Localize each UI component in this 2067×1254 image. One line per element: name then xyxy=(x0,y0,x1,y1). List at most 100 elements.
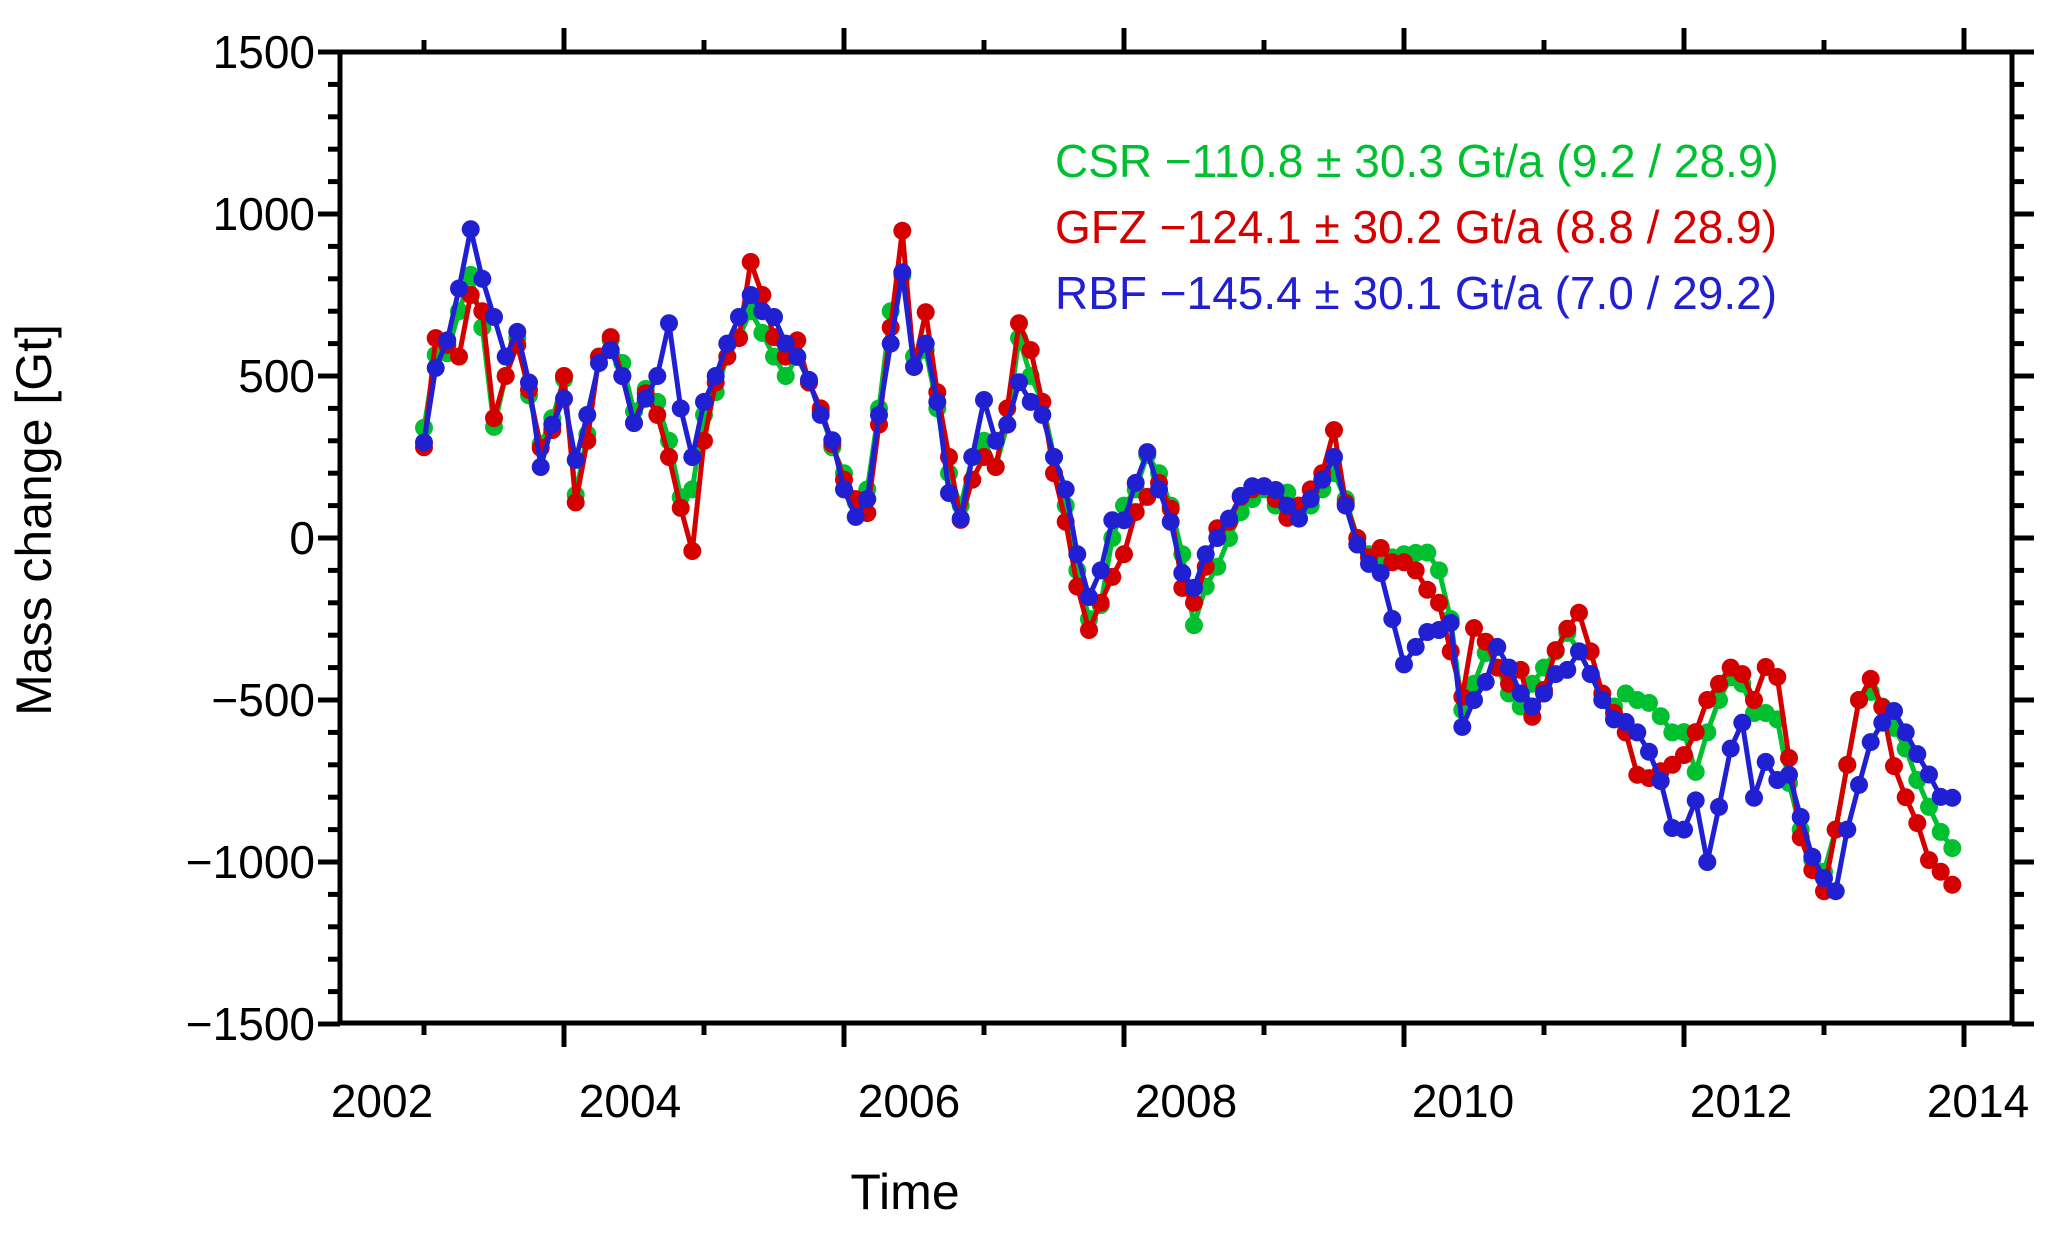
tick-labels: 2002 2004 2006 2008 2010 2012 2014 1500 1000 500 0… xyxy=(186,26,2029,1127)
data-point-rbf xyxy=(1756,752,1775,771)
y-tick-label: 0 xyxy=(289,512,315,564)
data-point-rbf xyxy=(1021,392,1040,411)
data-point-rbf xyxy=(986,431,1005,450)
data-point-rbf xyxy=(1943,788,1962,807)
data-point-rbf xyxy=(893,263,912,282)
data-point-gfz xyxy=(1325,421,1343,440)
data-point-gfz xyxy=(1371,539,1390,557)
data-point-rbf xyxy=(1325,448,1343,466)
data-point-rbf xyxy=(1045,448,1063,466)
data-point-rbf xyxy=(485,308,503,326)
data-point-rbf xyxy=(1570,642,1588,661)
data-point-rbf xyxy=(636,389,655,408)
data-point-csr xyxy=(1943,839,1962,858)
data-point-rbf xyxy=(1873,713,1892,732)
data-point-gfz xyxy=(893,221,912,240)
data-point-rbf xyxy=(1371,564,1390,582)
data-point-rbf xyxy=(1920,765,1938,784)
data-point-rbf xyxy=(1651,772,1670,790)
data-point-gfz xyxy=(1418,580,1437,599)
data-point-rbf xyxy=(881,334,900,353)
data-point-gfz xyxy=(1896,788,1915,807)
data-point-rbf xyxy=(1686,791,1705,810)
data-point-gfz xyxy=(1931,862,1950,881)
series-line-rbf xyxy=(421,226,1953,894)
data-point-csr xyxy=(1931,822,1950,841)
data-point-rbf xyxy=(800,370,818,389)
data-point-rbf xyxy=(1558,660,1577,679)
data-point-rbf xyxy=(520,373,538,392)
data-point-rbf xyxy=(1406,637,1425,656)
data-point-gfz xyxy=(683,542,702,560)
data-point-rbf xyxy=(1640,742,1658,761)
y-tick-label: 1500 xyxy=(213,26,315,78)
data-point-rbf xyxy=(776,334,795,353)
x-tick-label: 2010 xyxy=(1412,1075,1514,1127)
data-point-rbf xyxy=(963,448,982,466)
data-point-csr xyxy=(776,367,795,385)
data-point-rbf xyxy=(1010,373,1028,392)
data-point-gfz xyxy=(1885,757,1903,776)
data-point-rbf xyxy=(765,308,783,326)
data-point-gfz xyxy=(1546,641,1565,660)
data-point-rbf xyxy=(1826,882,1845,901)
data-point-rbf xyxy=(450,279,468,298)
x-tick-label: 2014 xyxy=(1927,1075,2029,1127)
data-point-gfz xyxy=(1675,746,1693,765)
data-point-gfz xyxy=(450,347,468,366)
data-point-gfz xyxy=(1558,619,1577,638)
series-rbf xyxy=(415,220,1962,901)
data-point-rbf xyxy=(496,347,515,366)
data-point-csr xyxy=(1430,561,1448,580)
data-point-gfz xyxy=(1465,619,1483,638)
data-point-rbf xyxy=(1791,808,1810,826)
data-point-csr xyxy=(1185,616,1203,635)
data-point-rbf xyxy=(1838,820,1857,839)
data-point-rbf xyxy=(741,286,760,304)
x-tick-label: 2012 xyxy=(1690,1075,1792,1127)
data-point-rbf xyxy=(625,414,643,432)
data-point-rbf xyxy=(1056,480,1075,499)
data-point-gfz xyxy=(660,448,678,466)
data-point-rbf xyxy=(1278,496,1297,515)
data-point-rbf xyxy=(823,431,842,450)
data-point-gfz xyxy=(1850,691,1868,709)
data-point-rbf xyxy=(613,367,632,385)
data-point-rbf xyxy=(1721,739,1740,758)
data-point-rbf xyxy=(531,458,550,476)
data-point-gfz xyxy=(485,409,503,428)
data-point-rbf xyxy=(1266,481,1285,499)
data-point-rbf xyxy=(1476,672,1495,691)
data-point-rbf xyxy=(1138,443,1157,462)
data-point-gfz xyxy=(566,493,585,512)
data-point-rbf xyxy=(1850,775,1868,794)
data-point-rbf xyxy=(1488,637,1507,656)
y-tick-label: −500 xyxy=(211,674,315,726)
data-point-gfz xyxy=(1686,723,1705,742)
data-point-rbf xyxy=(1593,691,1612,709)
y-tick-label: 500 xyxy=(238,350,315,402)
data-point-rbf xyxy=(660,314,678,333)
data-point-rbf xyxy=(1091,561,1110,580)
y-axis-title: Mass change [Gt] xyxy=(6,324,62,716)
data-point-gfz xyxy=(1908,814,1927,833)
data-point-rbf xyxy=(718,334,737,353)
data-point-csr xyxy=(1640,693,1658,712)
data-point-gfz xyxy=(1021,341,1040,360)
legend-entry-csr: CSR −110.8 ± 30.3 Gt/a (9.2 / 28.9) xyxy=(1055,135,1779,187)
data-point-rbf xyxy=(508,322,527,341)
data-point-rbf xyxy=(1500,658,1518,677)
data-point-rbf xyxy=(1885,702,1903,720)
data-point-rbf xyxy=(1453,717,1472,736)
legend-entry-gfz: GFZ −124.1 ± 30.2 Gt/a (8.8 / 28.9) xyxy=(1055,201,1778,253)
legend-entry-rbf: RBF −145.4 ± 30.1 Gt/a (7.0 / 29.2) xyxy=(1055,267,1778,319)
data-point-rbf xyxy=(1161,512,1180,531)
x-tick-label: 2006 xyxy=(858,1075,960,1127)
data-point-rbf xyxy=(1511,684,1530,703)
data-point-gfz xyxy=(671,498,690,517)
data-point-rbf xyxy=(1313,470,1332,489)
x-tick-label: 2008 xyxy=(1135,1075,1237,1127)
data-point-gfz xyxy=(1745,691,1763,709)
data-point-csr xyxy=(1920,797,1938,816)
data-point-gfz xyxy=(1698,691,1717,709)
